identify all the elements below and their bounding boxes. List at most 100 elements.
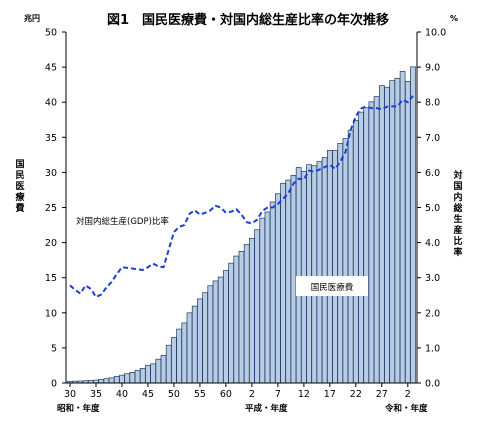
bar [399,71,406,384]
right-tick-label: 9.0 [425,63,440,74]
bar [217,276,224,384]
bar [160,354,167,384]
left-tick-label: 45 [45,63,57,74]
bar [290,175,297,384]
bar [134,369,141,384]
right-axis-ticks: 0.0 1.0 2.0 3.0 4.0 5.0 6.0 7.0 8.0 9.0 10.0 [417,28,446,390]
x-tick-label: 60 [220,389,232,400]
left-axis-unit: 兆円 [24,13,40,23]
left-tick-label: 5 [51,343,57,354]
bar [384,86,390,384]
axis-label-char: 産 [453,224,462,236]
left-tick-label: 40 [45,98,57,109]
axis-label-char: 医 [15,181,24,192]
gdp-ratio-line [69,95,414,299]
bar [129,371,136,384]
chart-title: 図1 国民医療費・対国内総生産比率の年次推移 [107,12,389,28]
bar [191,305,198,384]
axis-label-char: 国 [453,181,462,192]
x-tick-label: 7 [275,389,281,400]
bar [124,373,131,384]
axis-label-char: 内 [453,191,462,203]
bar [295,167,302,384]
left-axis-label: 国民医療費 [15,159,24,214]
bar [280,182,286,384]
bar [145,365,151,384]
axis-label-char: 比 [453,235,462,247]
axis-label-char: 総 [453,202,462,214]
bar [269,201,276,384]
bar [337,142,344,384]
right-tick-label: 0.0 [425,379,440,390]
left-tick-label: 10 [45,308,57,319]
bar [113,376,120,384]
bar-series [67,66,416,384]
bar-annotation: 国民医療費 [311,282,354,293]
right-tick-label: 5.0 [425,203,440,214]
era-label-showa: 昭和・年度 [57,403,100,414]
bar [171,337,177,384]
axis-label-char: 対 [452,169,462,181]
axis-label-char: 率 [453,246,462,258]
right-tick-label: 6.0 [425,168,440,179]
right-axis-label: 対国内総生産比率 [452,169,462,258]
axis-label-char: 療 [15,191,24,203]
left-tick-label: 30 [45,168,57,179]
bar [327,150,333,384]
era-label-reiwa: 令和・年度 [384,403,428,414]
bar [228,262,234,384]
bar [342,138,349,384]
bar [249,237,255,384]
axis-label-char: 費 [15,202,24,214]
bar [155,358,162,384]
bar [207,285,214,384]
bar [181,322,188,384]
gdp-ratio-annotation: 対国内総生産(GDP)比率 [76,216,169,227]
bar [259,217,266,384]
bar [373,96,380,384]
bar [316,161,323,384]
x-tick-label: 12 [298,389,310,400]
x-tick-label: 2 [405,389,411,400]
bar [321,157,328,384]
right-tick-label: 3.0 [425,273,440,284]
bar [202,292,208,384]
axis-label-char: 国 [15,159,24,170]
x-tick-label: 27 [376,389,388,400]
bar [103,378,110,384]
x-tick-label: 40 [116,389,128,400]
bar [368,101,375,384]
bar [363,107,370,384]
bar [176,328,182,384]
bar [275,193,281,384]
bar [197,298,203,384]
bar [139,368,146,384]
bar [285,179,292,384]
bar [306,164,312,384]
x-tick-label: 35 [90,389,102,400]
bar [264,211,271,384]
right-tick-label: 1.0 [425,343,440,354]
right-tick-label: 8.0 [425,98,440,109]
right-tick-label: 2.0 [425,308,440,319]
x-tick-label: 30 [64,389,76,400]
bar-annotation-box [296,276,368,296]
left-tick-label: 25 [45,203,57,214]
bar [150,363,156,384]
left-tick-label: 0 [51,379,57,390]
x-tick-label: 17 [324,389,336,400]
bar [410,66,416,384]
bar [238,251,245,384]
bar [186,312,193,384]
x-tick-label: 55 [194,389,206,400]
left-tick-label: 50 [45,28,57,39]
axis-label-char: 生 [453,213,462,225]
bar [254,229,260,384]
bar [394,77,401,384]
bar [165,344,172,384]
bar [243,244,250,384]
bar [119,374,125,384]
x-tick-label: 50 [168,389,180,400]
bar [389,80,396,384]
